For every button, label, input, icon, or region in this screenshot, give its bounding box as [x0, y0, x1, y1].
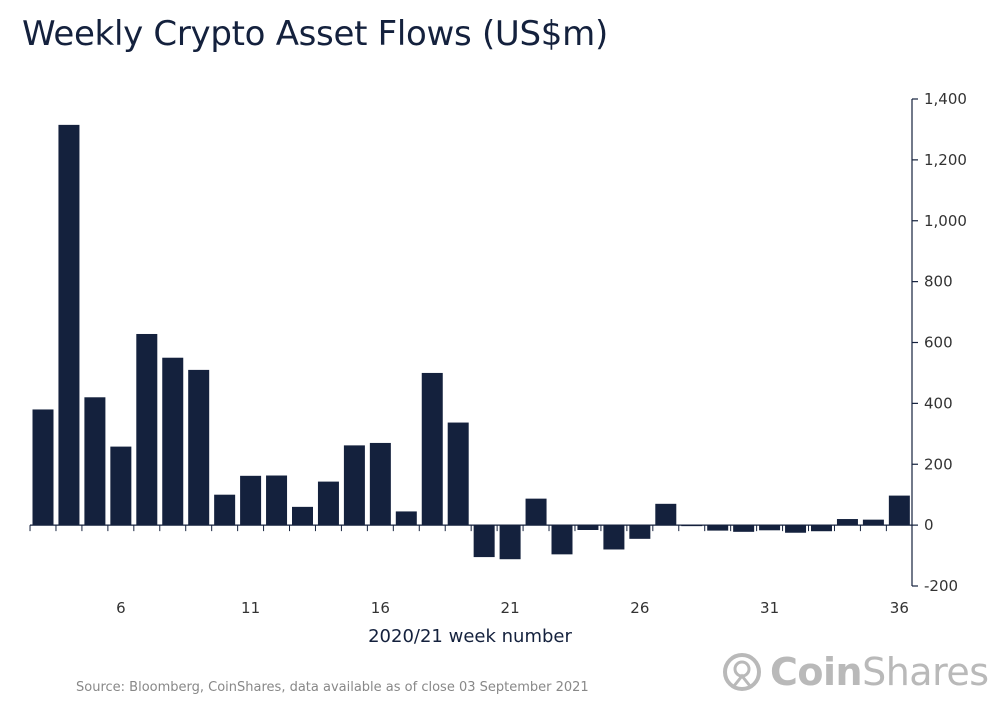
logo-text-shares: Shares [862, 650, 989, 694]
x-tick-label: 21 [501, 599, 520, 617]
x-tick-label: 36 [890, 599, 909, 617]
bar-week-12 [266, 475, 288, 526]
x-tick-label: 16 [371, 599, 390, 617]
bar-week-24 [577, 525, 599, 530]
y-tick-label: 1,200 [924, 151, 967, 169]
bar-week-22 [525, 498, 547, 526]
bar-week-4 [58, 124, 80, 526]
coinshares-logo: CoinShares [722, 652, 989, 692]
bar-week-25 [603, 525, 625, 550]
chart-title: Weekly Crypto Asset Flows (US$m) [22, 14, 608, 54]
y-tick-label: 1,000 [924, 212, 967, 230]
x-tick-label: 11 [241, 599, 260, 617]
bar-week-27 [655, 503, 677, 526]
y-tick-label: 200 [924, 455, 953, 473]
bar-week-20 [473, 525, 495, 558]
y-tick-label: 800 [924, 273, 953, 291]
bar-week-6 [110, 446, 132, 526]
bar-week-23 [551, 525, 573, 555]
bar-week-17 [395, 511, 417, 526]
logo-text-coin: Coin [770, 650, 863, 694]
bar-week-21 [499, 525, 521, 560]
bar-week-10 [214, 494, 236, 526]
bar-week-19 [447, 422, 469, 526]
bar-week-31 [759, 525, 781, 531]
y-tick-label: -200 [924, 577, 958, 595]
bar-chart: -200 0 200 400 600 800 1,000 1,200 1,400 6 11 16 21 2… [29, 90, 967, 647]
bar-week-32 [785, 525, 807, 533]
y-tick-label: 600 [924, 334, 953, 352]
bar-week-5 [84, 397, 106, 526]
x-axis-title: 2020/21 week number [368, 626, 572, 647]
bar-week-9 [188, 369, 210, 526]
source-note: Source: Bloomberg, CoinShares, data avai… [76, 680, 589, 695]
bar-week-18 [421, 372, 443, 526]
bar-week-34 [836, 519, 858, 526]
bar-week-26 [629, 525, 651, 539]
coinshares-logo-text: CoinShares [770, 652, 989, 692]
bar-week-15 [343, 445, 365, 526]
bar-week-8 [162, 357, 184, 526]
bar-week-14 [317, 481, 339, 526]
bar-week-29 [707, 525, 729, 531]
bar-week-35 [862, 519, 884, 526]
bar-week-30 [733, 525, 755, 532]
x-tick-label: 31 [760, 599, 779, 617]
y-tick-label: 1,400 [924, 90, 967, 108]
x-tick-label: 26 [630, 599, 649, 617]
x-tick-label: 6 [116, 599, 126, 617]
coinshares-logo-icon [723, 653, 761, 691]
y-tick-label: 0 [924, 516, 934, 534]
bar-week-7 [136, 333, 158, 526]
y-tick-label: 400 [924, 394, 953, 412]
bar-week-3 [32, 409, 54, 526]
bar-week-11 [240, 475, 262, 526]
bar-week-13 [292, 506, 313, 526]
bar-week-33 [811, 525, 832, 532]
bar-week-16 [369, 442, 391, 526]
bar-week-36 [888, 495, 910, 526]
